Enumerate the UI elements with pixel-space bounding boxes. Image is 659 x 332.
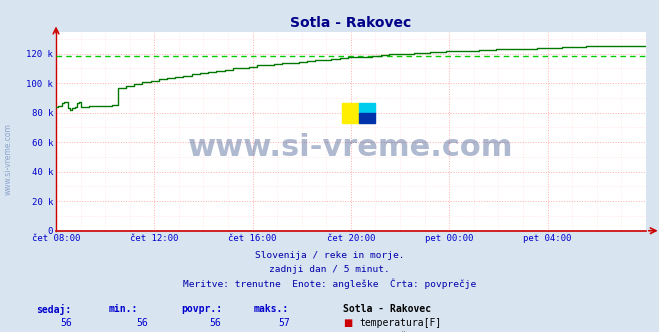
Text: 56: 56 [136, 318, 148, 328]
Text: 56: 56 [61, 318, 72, 328]
Text: 56: 56 [209, 318, 221, 328]
Text: sedaj:: sedaj: [36, 304, 71, 315]
Text: www.si-vreme.com: www.si-vreme.com [188, 132, 513, 162]
Text: min.:: min.: [109, 304, 138, 314]
Text: povpr.:: povpr.: [181, 304, 222, 314]
Text: zadnji dan / 5 minut.: zadnji dan / 5 minut. [269, 265, 390, 274]
Text: ■: ■ [343, 318, 352, 328]
Text: Meritve: trenutne  Enote: angleške  Črta: povprečje: Meritve: trenutne Enote: angleške Črta: … [183, 279, 476, 289]
Text: 57: 57 [278, 318, 290, 328]
Title: Sotla - Rakovec: Sotla - Rakovec [291, 16, 411, 30]
Bar [358, 103, 375, 113]
Text: maks.:: maks.: [254, 304, 289, 314]
Text: Slovenija / reke in morje.: Slovenija / reke in morje. [255, 251, 404, 260]
Bar [342, 103, 358, 123]
Text: temperatura[F]: temperatura[F] [359, 318, 442, 328]
Text: www.si-vreme.com: www.si-vreme.com [3, 124, 13, 195]
Bar [358, 113, 375, 123]
Text: Sotla - Rakovec: Sotla - Rakovec [343, 304, 431, 314]
